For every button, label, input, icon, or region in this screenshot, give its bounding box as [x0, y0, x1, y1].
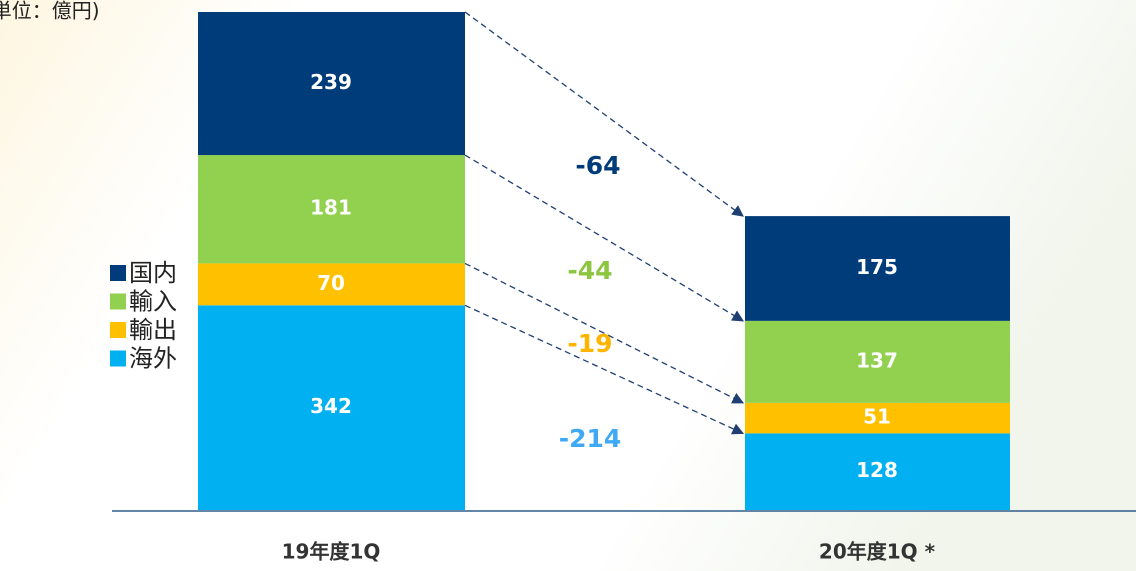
legend-label: 海外 [129, 345, 177, 373]
change-label: -44 [567, 256, 612, 285]
legend-swatch [110, 265, 126, 281]
value-label: 342 [310, 394, 352, 418]
change-label: -64 [575, 151, 620, 180]
bar-segment [198, 263, 465, 306]
bar-segment [198, 305, 465, 510]
bar-segment [198, 12, 465, 156]
value-label: 70 [317, 271, 345, 295]
x-tick-label: 20年度1Q * [819, 540, 936, 564]
value-label: 239 [310, 70, 352, 94]
arrow [464, 11, 744, 217]
value-label: 137 [856, 348, 898, 372]
change-label: -214 [559, 424, 622, 453]
value-label: 181 [310, 196, 352, 220]
bar-segment [745, 320, 1010, 403]
x-tick-label: 19年度1Q [282, 540, 381, 564]
legend-label: 輸出 [129, 316, 177, 344]
legend-swatch [110, 322, 126, 338]
arrow [464, 262, 745, 404]
value-label: 175 [856, 255, 898, 279]
change-label: -19 [567, 329, 612, 358]
value-label: 51 [863, 405, 891, 429]
legend-swatch [110, 293, 126, 310]
bar-segment [745, 433, 1010, 510]
value-label: 128 [856, 458, 898, 482]
bar-segment [745, 402, 1010, 434]
bar-segment [198, 155, 465, 264]
arrow [464, 304, 745, 435]
legend-label: 輸入 [129, 288, 177, 316]
legend-label: 国内 [129, 259, 177, 287]
legend-swatch [110, 350, 126, 367]
arrow [464, 154, 745, 322]
bar-segment [745, 216, 1010, 321]
unit-label: (単位：億円) [0, 0, 100, 23]
